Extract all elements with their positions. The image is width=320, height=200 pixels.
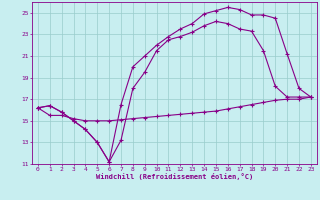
X-axis label: Windchill (Refroidissement éolien,°C): Windchill (Refroidissement éolien,°C) [96, 173, 253, 180]
